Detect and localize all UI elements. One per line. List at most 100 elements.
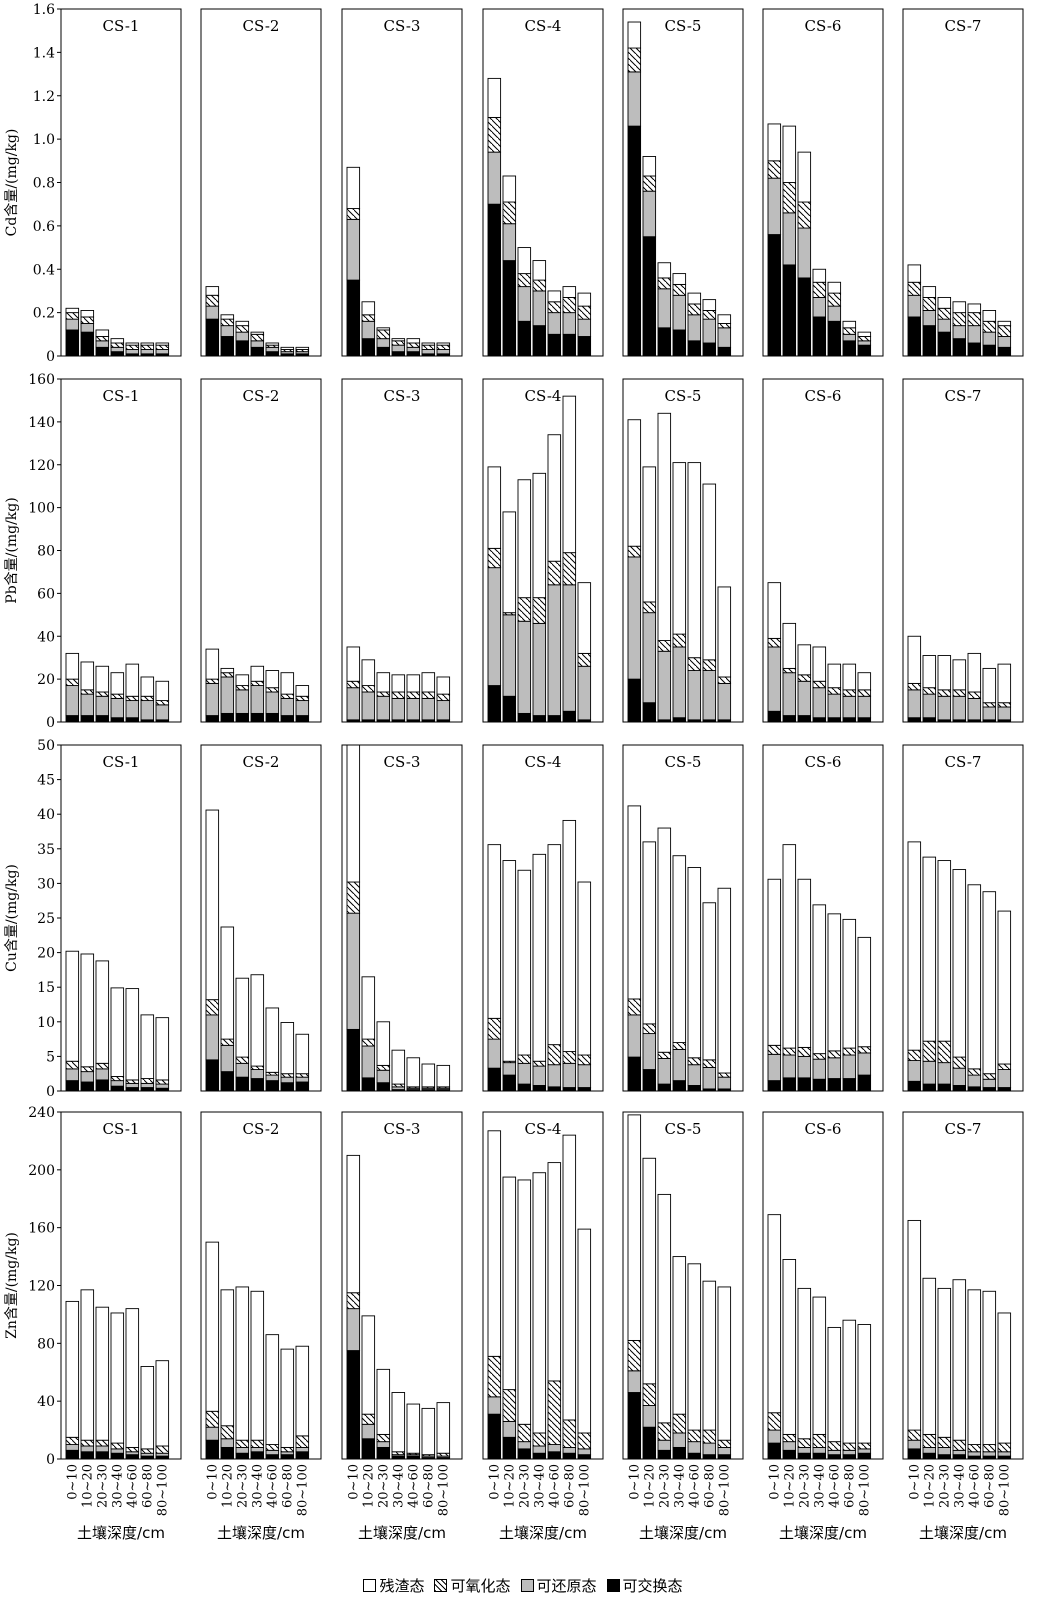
residual-segment [922,856,937,1042]
y-tick-label: 1.2 [33,89,55,105]
oxidizable-segment [361,685,376,693]
reducible-segment [562,1062,577,1088]
oxidizable-segment [140,344,155,350]
oxidizable-segment [687,657,702,672]
x-tick-label: 40~60 [967,1464,982,1508]
panel-zn-cs-6 [762,1111,884,1460]
residual-segment [421,1063,436,1088]
residual-segment [937,296,952,309]
oxidizable-segment [235,325,250,333]
exchangeable-segment [812,316,827,357]
reducible-segment [517,286,532,322]
y-tick-label: 160 [28,372,55,388]
oxidizable-segment [907,682,922,691]
reducible-segment [110,346,125,353]
oxidizable-segment [672,1042,687,1050]
oxidizable-segment [436,693,451,702]
residual-segment [421,342,436,346]
residual-segment [220,1289,235,1427]
oxidizable-segment [702,310,717,320]
exchangeable-segment [782,715,797,723]
residual-segment [767,1214,782,1414]
exchangeable-segment [842,717,857,723]
x-tick-label: 40~60 [125,1464,140,1508]
oxidizable-segment [65,678,80,687]
panel-title: CS-3 [384,753,421,771]
residual-segment [502,860,517,1062]
residual-segment [767,878,782,1046]
oxidizable-segment [361,1413,376,1425]
residual-segment [782,1259,797,1435]
panel-frame [341,378,463,723]
exchangeable-segment [562,333,577,357]
exchangeable-segment [361,1438,376,1460]
residual-segment [220,667,235,674]
x-tick-label: 60~80 [702,1464,717,1508]
panel-title: CS-3 [384,1120,421,1138]
reducible-segment [265,1074,280,1082]
residual-segment [280,672,295,695]
y-tick-label: 40 [37,629,55,645]
x-tick-label: 80~100 [857,1464,872,1516]
residual-segment [672,273,687,285]
residual-segment [502,511,517,614]
exchangeable-segment [80,715,95,723]
y-tick-label: 240 [28,1105,55,1121]
reducible-segment [687,670,702,721]
reducible-segment [937,318,952,333]
exchangeable-segment [967,1086,982,1092]
oxidizable-segment [547,1044,562,1066]
residual-segment [155,680,170,702]
panel-frame [902,8,1024,357]
exchangeable-segment [346,1028,361,1092]
panel-pb-cs-7 [902,378,1024,723]
reducible-segment [782,1441,797,1451]
oxidizable-segment [842,1442,857,1451]
oxidizable-segment [547,1380,562,1445]
residual-segment [657,827,672,1053]
exchangeable-segment [235,1452,250,1460]
residual-segment [687,462,702,659]
oxidizable-segment [642,1383,657,1406]
panel-title: CS-5 [665,753,702,771]
reducible-segment [842,1449,857,1456]
residual-segment [827,281,842,294]
y-tick-label: 40 [37,807,55,823]
oxidizable-segment [812,1053,827,1060]
y-tick-label: 1.4 [33,45,55,61]
reducible-segment [687,314,702,342]
exchangeable-segment [627,1056,642,1092]
residual-segment [391,1392,406,1453]
exchangeable-segment [532,325,547,357]
exchangeable-segment [265,1080,280,1092]
reducible-segment [782,1054,797,1079]
panel-title: CS-5 [665,17,702,35]
oxidizable-segment [782,182,797,214]
oxidizable-segment [406,342,421,348]
residual-segment [125,988,140,1081]
residual-segment [376,1021,391,1066]
reducible-segment [361,691,376,721]
exchangeable-segment [65,1449,80,1460]
residual-segment [346,166,361,209]
residual-segment [842,320,857,329]
reducible-segment [952,695,967,721]
oxidizable-segment [502,201,517,225]
oxidizable-segment [250,1065,265,1070]
residual-segment [487,77,502,118]
oxidizable-segment [95,336,110,342]
oxidizable-segment [952,1439,967,1451]
exchangeable-segment [797,1077,812,1092]
oxidizable-segment [110,1076,125,1082]
panel-frame [902,1111,1024,1460]
residual-segment [436,676,451,695]
residual-segment [812,904,827,1055]
panel-pb-cs-3 [341,378,463,723]
residual-segment [80,1289,95,1441]
oxidizable-segment [937,1040,952,1064]
oxidizable-segment [517,597,532,622]
exchangeable-segment [391,351,406,357]
panel-frame [200,8,322,357]
reducible-segment [295,1076,310,1083]
reducible-segment [982,331,997,346]
